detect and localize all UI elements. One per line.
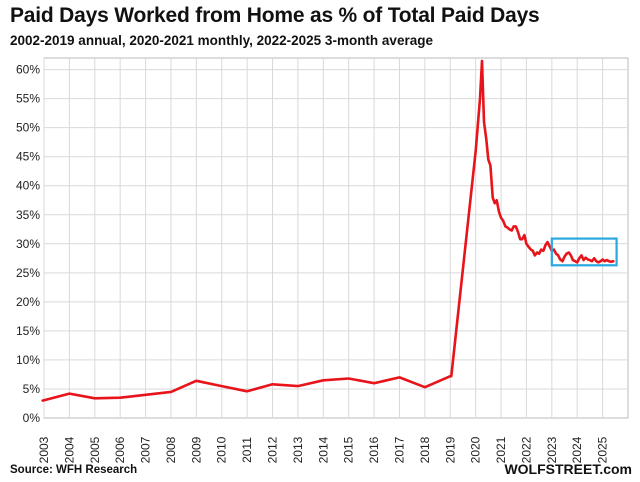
chart-title: Paid Days Worked from Home as % of Total… <box>10 4 540 27</box>
x-tick-label: 2020 <box>469 436 483 463</box>
y-tick-label: 25% <box>16 266 40 280</box>
x-tick-label: 2011 <box>240 437 254 463</box>
x-tick-label: 2022 <box>519 436 533 463</box>
y-tick-label: 10% <box>16 353 40 367</box>
y-tick-label: 40% <box>16 179 40 193</box>
y-tick-label: 55% <box>16 92 40 106</box>
y-tick-label: 35% <box>16 208 40 222</box>
x-tick-label: 2009 <box>189 436 203 463</box>
x-tick-label: 2024 <box>570 436 584 463</box>
x-tick-label: 2012 <box>266 436 280 463</box>
brand-logo: WOLFSTREET.com <box>504 461 632 477</box>
y-tick-label: 50% <box>16 121 40 135</box>
x-tick-label: 2004 <box>62 436 76 463</box>
x-tick-label: 2017 <box>392 436 406 463</box>
x-tick-label: 2023 <box>545 436 559 463</box>
y-tick-label: 45% <box>16 150 40 164</box>
x-tick-label: 2005 <box>88 436 102 463</box>
x-tick-label: 2010 <box>215 436 229 463</box>
source-note: Source: WFH Research <box>10 464 138 476</box>
x-tick-label: 2008 <box>164 436 178 463</box>
x-tick-label: 2021 <box>494 436 508 463</box>
x-tick-label: 2019 <box>443 436 457 463</box>
x-tick-label: 2025 <box>596 436 610 463</box>
x-tick-label: 2013 <box>291 436 305 463</box>
x-tick-label: 2007 <box>139 436 153 463</box>
y-tick-label: 0% <box>23 411 41 425</box>
y-tick-label: 20% <box>16 295 40 309</box>
y-tick-label: 15% <box>16 324 40 338</box>
x-tick-label: 2014 <box>316 436 330 463</box>
x-tick-label: 2015 <box>342 436 356 463</box>
chart-subtitle: 2002-2019 annual, 2020-2021 monthly, 202… <box>10 33 433 48</box>
highlight-box <box>550 237 618 267</box>
x-tick-label: 2016 <box>367 436 381 463</box>
wfh-series-line <box>41 59 615 402</box>
y-tick-label: 5% <box>23 382 41 396</box>
y-tick-label: 30% <box>16 237 40 251</box>
x-tick-label: 2003 <box>37 436 51 463</box>
y-tick-label: 60% <box>16 63 40 77</box>
x-tick-label: 2006 <box>113 436 127 463</box>
x-tick-label: 2018 <box>418 436 432 463</box>
plot-frame <box>43 57 629 419</box>
